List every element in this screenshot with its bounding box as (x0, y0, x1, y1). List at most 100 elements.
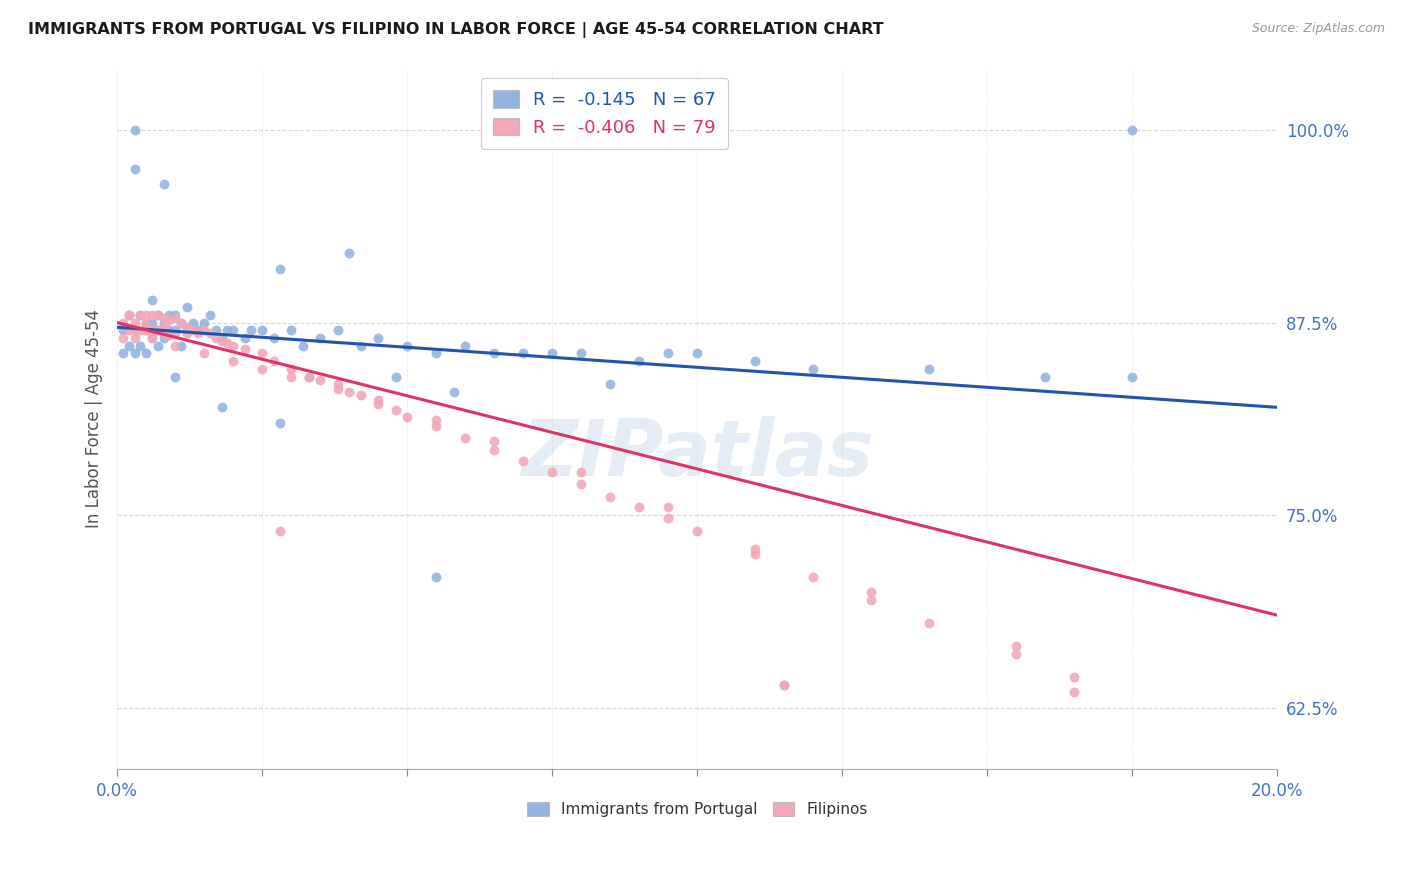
Point (187, 326, 209, 341)
Point (165, 369, 187, 384)
Point (1035, 369, 1057, 384)
Point (170, 316, 193, 330)
Point (686, 346, 709, 360)
Point (350, 339, 373, 353)
Text: ZIPatlas: ZIPatlas (522, 416, 873, 492)
Point (541, 465, 564, 479)
Point (801, 362, 824, 376)
Point (233, 342, 256, 356)
Point (193, 346, 215, 360)
Point (773, 677, 796, 691)
Point (118, 308, 141, 322)
Point (484, 346, 506, 360)
Point (181, 316, 204, 330)
Point (396, 339, 419, 353)
Point (187, 323, 209, 337)
Point (141, 331, 163, 345)
Point (111, 316, 134, 330)
Point (454, 339, 477, 353)
Point (686, 524, 709, 538)
Point (129, 308, 152, 322)
Point (111, 346, 134, 360)
Point (211, 334, 233, 348)
Point (124, 323, 146, 337)
Point (425, 570, 447, 584)
Point (135, 323, 157, 337)
Point (239, 323, 262, 337)
Point (124, 161, 146, 176)
Point (152, 177, 174, 191)
Point (233, 331, 256, 345)
Point (298, 369, 321, 384)
Text: IMMIGRANTS FROM PORTUGAL VS FILIPINO IN LABOR FORCE | AGE 45-54 CORRELATION CHAR: IMMIGRANTS FROM PORTUGAL VS FILIPINO IN … (28, 22, 884, 38)
Point (484, 434, 506, 449)
Point (135, 346, 157, 360)
Point (350, 388, 373, 402)
Point (211, 401, 233, 415)
Point (135, 308, 157, 322)
Point (165, 339, 187, 353)
Point (1063, 685, 1085, 699)
Point (918, 615, 941, 630)
Point (118, 308, 141, 322)
Point (918, 362, 941, 376)
Point (367, 397, 389, 411)
Point (141, 293, 163, 307)
Point (124, 331, 146, 345)
Point (1005, 639, 1028, 653)
Point (309, 373, 332, 387)
Point (396, 409, 419, 424)
Point (860, 585, 883, 599)
Point (1121, 123, 1143, 137)
Legend: Immigrants from Portugal, Filipinos: Immigrants from Portugal, Filipinos (519, 794, 875, 825)
Point (198, 326, 221, 341)
Point (193, 323, 215, 337)
Point (211, 331, 233, 345)
Point (298, 369, 321, 384)
Point (425, 412, 447, 426)
Point (1005, 647, 1028, 661)
Point (337, 246, 360, 260)
Point (129, 323, 152, 337)
Point (541, 346, 564, 360)
Point (152, 316, 174, 330)
Point (135, 316, 157, 330)
Point (111, 331, 134, 345)
Point (1063, 670, 1085, 684)
Point (124, 316, 146, 330)
Point (599, 490, 621, 504)
Point (569, 346, 592, 360)
Point (152, 311, 174, 326)
Point (337, 384, 360, 399)
Point (204, 331, 226, 345)
Point (222, 354, 245, 368)
Point (773, 677, 796, 691)
Point (657, 500, 679, 515)
Point (263, 354, 285, 368)
Point (628, 354, 651, 368)
Point (252, 362, 274, 376)
Y-axis label: In Labor Force | Age 45-54: In Labor Force | Age 45-54 (86, 310, 103, 528)
Point (628, 500, 651, 515)
Point (165, 323, 187, 337)
Point (367, 331, 389, 345)
Point (165, 311, 187, 326)
Point (124, 123, 146, 137)
Point (118, 308, 141, 322)
Point (484, 443, 506, 458)
Point (269, 416, 291, 430)
Point (141, 323, 163, 337)
Point (152, 331, 174, 345)
Point (146, 323, 169, 337)
Point (176, 323, 198, 337)
Point (141, 316, 163, 330)
Point (744, 542, 766, 557)
Point (384, 369, 406, 384)
Point (217, 335, 239, 350)
Point (291, 339, 314, 353)
Point (269, 261, 291, 276)
Point (425, 418, 447, 433)
Point (425, 346, 447, 360)
Point (204, 323, 226, 337)
Point (146, 323, 169, 337)
